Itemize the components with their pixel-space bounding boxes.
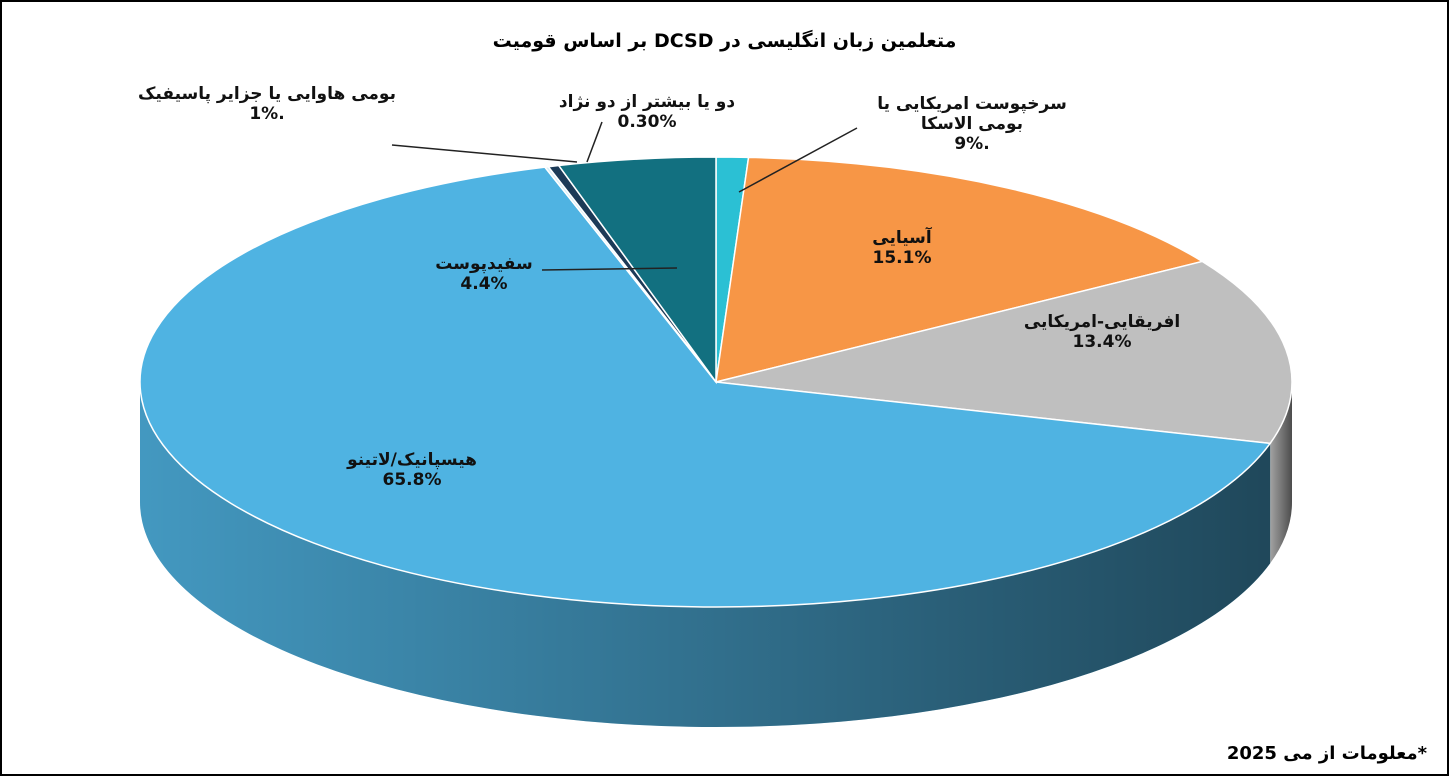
slice-label: افریقایی-امریکایی 13.4%: [992, 312, 1212, 352]
value-label: 0.30%: [617, 112, 677, 132]
value-label: .9%: [954, 134, 990, 154]
slice-label: دو یا بیشتر از دو نژاد 0.30%: [537, 92, 757, 132]
value-label: 15.1%: [872, 248, 932, 268]
slice-side-shade: [1270, 382, 1292, 564]
value-label: 65.8%: [382, 470, 442, 490]
value-label: .1%: [249, 104, 285, 124]
slice-label: هیسپانیک/لاتینو 65.8%: [282, 450, 542, 490]
annotation: *معلومات از می 2025: [1226, 743, 1427, 764]
slice: [715, 156, 1205, 383]
leader-line: [541, 267, 678, 271]
leader-line: [586, 121, 603, 163]
category-label: بومی هاوایی یا جزایر پاسیفیک: [138, 84, 396, 104]
leader-line: [391, 144, 578, 163]
slice: [139, 166, 1272, 608]
slice-label: بومی هاوایی یا جزایر پاسیفیک .1%: [132, 84, 402, 124]
slice-label: سرخپوست امریکایی یا بومی الاسکا .9%: [862, 94, 1082, 154]
category-label: دو یا بیشتر از دو نژاد: [558, 92, 736, 112]
slice-label: آسیایی 15.1%: [822, 228, 982, 268]
value-label: 13.4%: [1072, 332, 1132, 352]
slice-label: سفیدپوست 4.4%: [404, 254, 564, 294]
slice: [557, 156, 717, 385]
category-label: سفیدپوست: [435, 254, 533, 274]
chart-title: متعلمین زبان انگلیسی در DCSD بر اساس قوم…: [492, 30, 957, 52]
slice-side-shade: [140, 382, 1271, 727]
category-label: آسیایی: [872, 228, 932, 248]
category-label: هیسپانیک/لاتینو: [347, 450, 477, 470]
leader-line: [738, 127, 858, 193]
value-label: 4.4%: [460, 274, 508, 294]
category-label: سرخپوست امریکایی یا بومی الاسکا: [877, 94, 1067, 134]
category-label: افریقایی-امریکایی: [1023, 312, 1181, 332]
